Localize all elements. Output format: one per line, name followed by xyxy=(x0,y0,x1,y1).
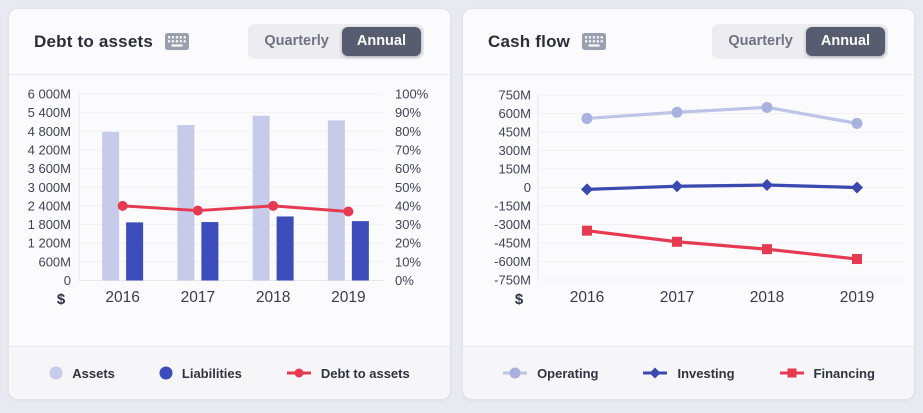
svg-text:0: 0 xyxy=(524,180,531,195)
svg-text:40%: 40% xyxy=(395,198,421,213)
legend-label: Liabilities xyxy=(181,365,242,381)
svg-text:300M: 300M xyxy=(498,143,531,158)
line-dot-marker-icon xyxy=(286,366,312,380)
svg-text:2016: 2016 xyxy=(570,289,604,306)
svg-text:-750M: -750M xyxy=(494,273,531,288)
svg-text:600M: 600M xyxy=(38,254,71,269)
svg-text:450M: 450M xyxy=(498,125,531,140)
svg-text:2 400M: 2 400M xyxy=(28,198,71,213)
svg-text:60%: 60% xyxy=(395,161,421,176)
svg-text:70%: 70% xyxy=(395,142,421,157)
cash-flow-chart: 750M 600M 450M 300M 150M 0 -150M -300M -450M -600… xyxy=(463,75,914,346)
period-toggle: Quarterly Annual xyxy=(248,23,424,60)
svg-text:20%: 20% xyxy=(395,236,421,251)
legend-label: Investing xyxy=(677,365,735,381)
svg-text:80%: 80% xyxy=(395,124,421,139)
period-toggle: Quarterly Annual xyxy=(712,23,888,60)
debt-to-assets-chart: 6 000M 5 400M 4 800M 4 200M 3 600M 3 000M 2 40… xyxy=(9,75,450,346)
y-axis-labels: 750M 600M 450M 300M 150M 0 -150M -300M -450M -600… xyxy=(494,88,531,288)
keyboard-icon[interactable] xyxy=(165,33,190,50)
legend-item-operating[interactable]: Operating xyxy=(502,366,598,381)
debt-to-assets-legend: Assets Liabilities Debt to assets xyxy=(9,346,450,399)
legend-item-investing[interactable]: Investing xyxy=(642,365,735,381)
legend-item-liabilities[interactable]: Liabilities xyxy=(159,366,242,381)
legend-item-financing[interactable]: Financing xyxy=(779,366,875,381)
panel-header: Cash flow Quarterly Annual xyxy=(463,9,914,75)
svg-text:0: 0 xyxy=(64,273,71,288)
line-circle-marker-icon xyxy=(502,366,528,380)
legend-item-debt-to-assets[interactable]: Debt to assets xyxy=(286,366,410,381)
svg-text:2017: 2017 xyxy=(181,289,215,306)
svg-text:-150M: -150M xyxy=(494,199,531,214)
line-square-marker-icon xyxy=(779,366,805,380)
circle-marker-icon xyxy=(49,366,63,380)
investing-line[interactable] xyxy=(581,179,863,196)
operating-line[interactable] xyxy=(581,101,863,129)
svg-text:1 800M: 1 800M xyxy=(28,217,71,232)
svg-text:30%: 30% xyxy=(395,217,421,232)
legend-label: Operating xyxy=(537,365,599,381)
panel-title: Debt to assets xyxy=(34,31,154,51)
keyboard-icon[interactable] xyxy=(582,33,607,50)
line-diamond-marker-icon xyxy=(642,366,668,380)
quarterly-button[interactable]: Quarterly xyxy=(251,27,341,57)
svg-text:90%: 90% xyxy=(395,105,421,120)
svg-text:100%: 100% xyxy=(395,87,429,102)
svg-text:3 000M: 3 000M xyxy=(28,180,71,195)
left-axis-labels: 6 000M 5 400M 4 800M 4 200M 3 600M 3 000M 2 40… xyxy=(28,87,71,289)
debt-to-assets-panel: Debt to assets Quarterly Annual 6 000M 5 … xyxy=(8,8,451,400)
panel-title: Cash flow xyxy=(488,31,571,51)
financing-line[interactable] xyxy=(582,225,862,265)
right-axis-labels: 100% 90% 80% 70% 60% 50% 40% 30% 20% 10% 0% xyxy=(395,87,429,289)
svg-text:5 400M: 5 400M xyxy=(28,105,71,120)
svg-text:4 800M: 4 800M xyxy=(28,124,71,139)
liabilities-bars[interactable] xyxy=(126,216,369,281)
annual-button[interactable]: Annual xyxy=(341,26,421,57)
svg-text:-600M: -600M xyxy=(494,254,531,269)
svg-text:1 200M: 1 200M xyxy=(28,236,71,251)
cash-flow-legend: Operating Investing Financing xyxy=(463,346,914,399)
svg-text:2019: 2019 xyxy=(331,289,365,306)
svg-text:150M: 150M xyxy=(498,162,531,177)
panel-header: Debt to assets Quarterly Annual xyxy=(9,9,450,75)
annual-button[interactable]: Annual xyxy=(805,26,885,57)
cash-flow-chart-svg: 750M 600M 450M 300M 150M 0 -150M -300M -450M -600… xyxy=(494,88,904,308)
svg-text:2019: 2019 xyxy=(840,289,874,306)
svg-text:2018: 2018 xyxy=(750,289,784,306)
svg-text:2017: 2017 xyxy=(660,289,694,306)
x-axis-labels: 2016 2017 2018 2019 $ xyxy=(515,289,874,308)
legend-label: Assets xyxy=(72,365,115,381)
debt-to-assets-line[interactable] xyxy=(117,200,354,217)
svg-text:3 600M: 3 600M xyxy=(28,161,71,176)
svg-text:4 200M: 4 200M xyxy=(28,142,71,157)
svg-text:$: $ xyxy=(515,291,524,308)
circle-marker-icon xyxy=(159,366,173,380)
svg-text:-450M: -450M xyxy=(494,236,531,251)
svg-text:2018: 2018 xyxy=(256,289,290,306)
svg-text:0%: 0% xyxy=(395,273,414,288)
debt-to-assets-chart-svg: 6 000M 5 400M 4 800M 4 200M 3 600M 3 000M 2 40… xyxy=(28,87,429,309)
svg-text:750M: 750M xyxy=(498,88,531,103)
legend-label: Financing xyxy=(813,365,875,381)
gridlines xyxy=(537,94,904,281)
legend-item-assets[interactable]: Assets xyxy=(49,366,115,381)
assets-bars[interactable] xyxy=(102,115,345,281)
svg-text:600M: 600M xyxy=(498,106,531,121)
svg-text:10%: 10% xyxy=(395,254,421,269)
svg-text:50%: 50% xyxy=(395,180,421,195)
svg-text:2016: 2016 xyxy=(105,289,139,306)
svg-text:$: $ xyxy=(57,291,66,308)
x-axis-labels: 2016 2017 2018 2019 $ xyxy=(57,289,366,308)
legend-label: Debt to assets xyxy=(320,365,410,381)
cash-flow-panel: Cash flow Quarterly Annual 750M 600M 450M 3… xyxy=(462,8,915,400)
svg-text:6 000M: 6 000M xyxy=(28,87,71,102)
svg-text:-300M: -300M xyxy=(494,217,531,232)
quarterly-button[interactable]: Quarterly xyxy=(715,27,805,57)
